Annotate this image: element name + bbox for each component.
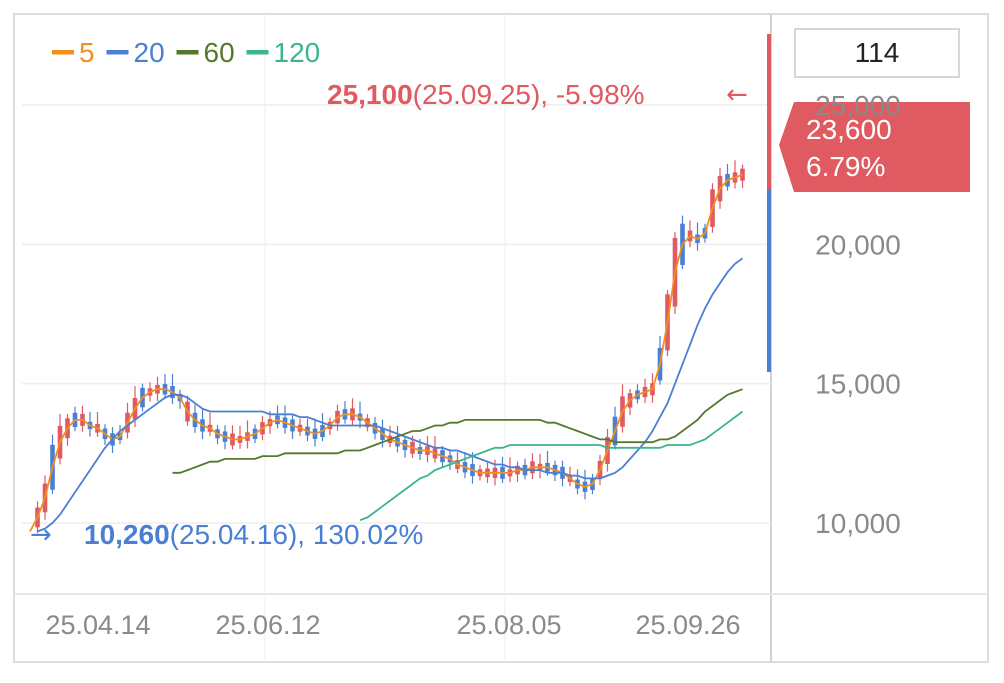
legend-swatch (246, 50, 269, 55)
range-bar-down (767, 189, 771, 372)
current-value-box: 114 (794, 28, 960, 78)
candle (245, 420, 250, 449)
candle (95, 411, 100, 437)
axes: 25,000 20,000 15,000 10,000 25.04.14 25.06.12… (45, 90, 900, 640)
candle (515, 461, 520, 482)
candle (402, 435, 408, 458)
candle (687, 220, 693, 248)
low-price-pct: 130.02% (305, 519, 423, 550)
candle (732, 160, 738, 189)
candle (582, 469, 588, 500)
high-price-pct: -5.98% (548, 79, 645, 110)
candle (237, 425, 243, 449)
annotations: 25,100(25.09.25), -5.98% ← → 10,260(25.04.1… (30, 34, 970, 550)
candle (72, 406, 78, 432)
legend-swatch (106, 50, 129, 55)
current-price-badge (779, 102, 970, 192)
candle (350, 398, 355, 427)
candle (290, 415, 295, 439)
gridlines (13, 13, 989, 663)
ma-5-line (29, 173, 743, 532)
y-tick-label: 20,000 (815, 229, 901, 260)
x-tick-label: 25.08.05 (456, 610, 561, 640)
current-price-value: 23,600 (806, 114, 892, 145)
low-price-date: (25.04.16), (170, 519, 305, 550)
y-tick-label: 15,000 (815, 369, 901, 400)
current-price-pct: 6.79% (806, 151, 885, 182)
y-tick-label: 25,000 (815, 90, 901, 121)
candle (740, 164, 745, 189)
candle (507, 457, 513, 483)
legend: 5 20 60 120 (52, 37, 320, 68)
candle (537, 453, 543, 479)
candles (35, 160, 745, 534)
high-price-annotation: 25,100(25.09.25), -5.98% (327, 79, 645, 110)
low-arrow: → (30, 520, 52, 550)
legend-label: 5 (79, 37, 95, 68)
candle (395, 425, 400, 453)
legend-label: 120 (274, 37, 321, 68)
candle (207, 412, 213, 436)
candle (320, 413, 325, 442)
candle (500, 456, 505, 484)
ma-60-line (172, 388, 743, 474)
candle (357, 401, 363, 429)
legend-label: 20 (134, 37, 165, 68)
x-tick-label: 25.04.14 (45, 610, 150, 640)
high-price-date: (25.09.25), (413, 79, 548, 110)
candle (230, 425, 235, 450)
candle (80, 405, 85, 432)
candle (387, 425, 393, 448)
candle (282, 405, 288, 434)
high-price-value: 25,100 (327, 79, 413, 110)
candle (342, 401, 348, 424)
moving-average-lines (29, 173, 744, 533)
candle (162, 374, 168, 399)
candle (275, 405, 280, 429)
candle-body (740, 168, 745, 181)
low-price-value: 10,260 (84, 519, 170, 550)
candle (462, 452, 468, 479)
legend-swatch (176, 50, 199, 55)
high-arrow: ← (726, 80, 748, 110)
candle (425, 436, 430, 463)
candle (530, 453, 535, 480)
candle (432, 436, 438, 463)
legend-label: 60 (204, 37, 235, 68)
range-bar-up (767, 34, 771, 189)
ma-120-line (359, 410, 744, 522)
low-price-annotation: 10,260(25.04.16), 130.02% (84, 519, 423, 550)
ma-20-line (37, 257, 744, 533)
y-tick-label: 10,000 (815, 508, 901, 539)
candle (725, 163, 730, 191)
x-tick-label: 25.06.12 (215, 610, 320, 640)
x-tick-label: 25.09.26 (635, 610, 740, 640)
legend-swatch (52, 50, 74, 55)
chart-frame (13, 13, 989, 663)
candle (170, 374, 175, 404)
